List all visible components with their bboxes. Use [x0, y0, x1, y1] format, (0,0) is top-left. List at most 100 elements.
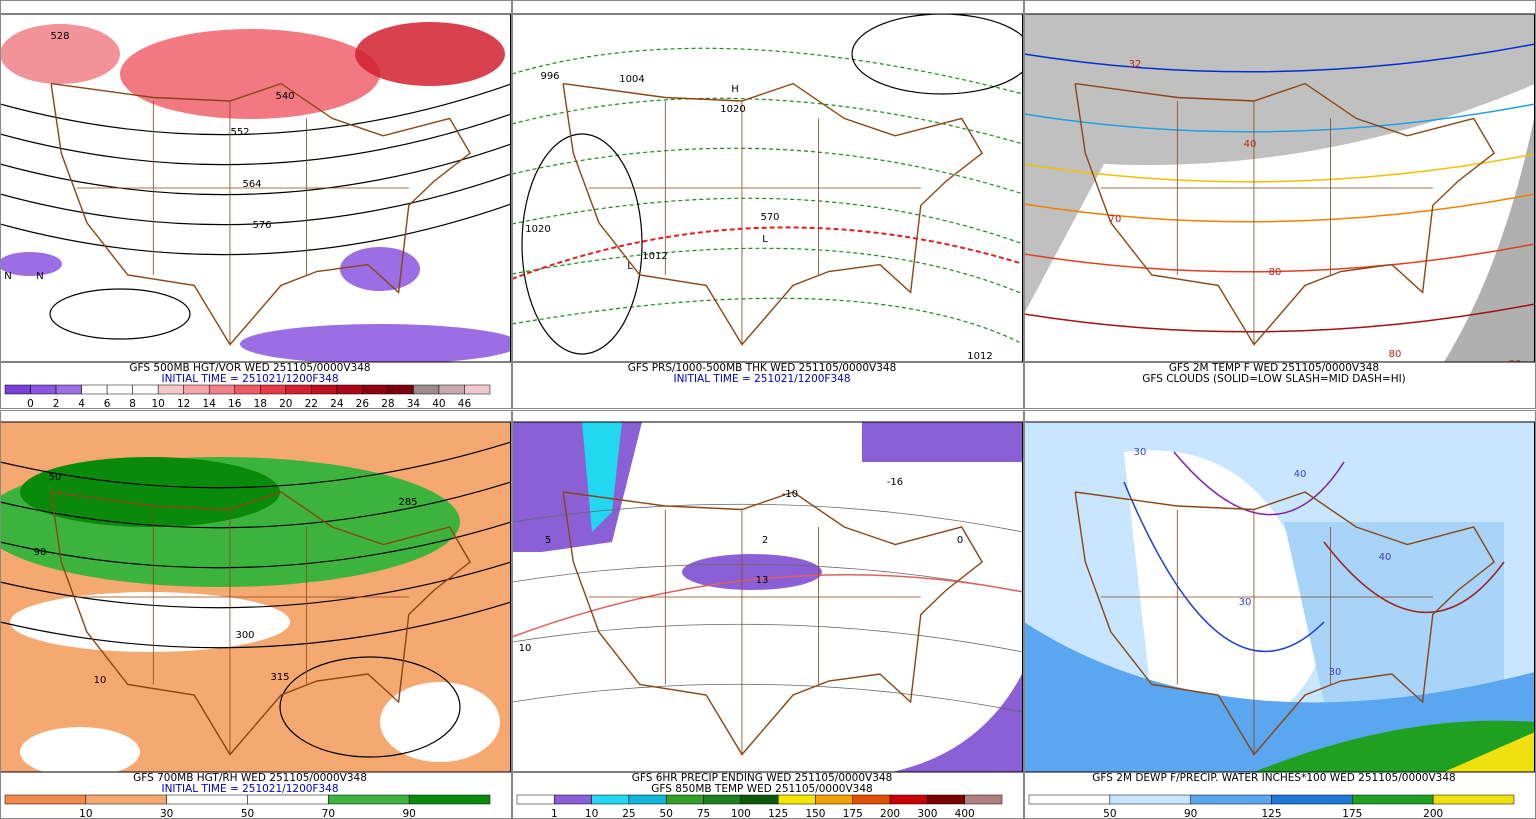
- contour-label: 80: [1389, 349, 1402, 360]
- colorbar-label: 175: [843, 808, 863, 819]
- contour: [1024, 193, 1535, 223]
- colorbar-label: 200: [880, 808, 900, 819]
- contour-label: 1012: [642, 251, 667, 262]
- colorbar-swatch: [285, 384, 312, 395]
- colorbar-label: 70: [322, 808, 335, 819]
- map-shade: [582, 422, 622, 532]
- map-layer: 32 40 70 80 80 80: [1024, 14, 1535, 362]
- colorbar-label: 200: [1423, 808, 1443, 819]
- colorbar-swatch: [964, 794, 1003, 805]
- colorbar-swatch: [777, 794, 816, 805]
- colorbar-label: 400: [955, 808, 975, 819]
- contour: [0, 481, 511, 529]
- contour-label: 1004: [619, 74, 644, 85]
- caption: GFS 2M TEMP F WED 251105/0000V348: [1169, 362, 1379, 374]
- contour: [512, 226, 1023, 280]
- colorbar-swatch: [927, 794, 965, 805]
- colorbar-swatch: [30, 384, 57, 395]
- colorbar-swatch: [157, 384, 184, 395]
- caption: GFS 700MB HGT/RH WED 251105/0000V348: [133, 772, 367, 784]
- colorbar-label: 0: [27, 398, 34, 410]
- colorbar-swatch: [1432, 794, 1515, 805]
- contour-label: 90: [34, 547, 47, 558]
- contour-label: 996: [540, 71, 559, 82]
- colorbar-label: 12: [177, 398, 190, 410]
- contour: [0, 173, 511, 226]
- contour-label: 315: [270, 672, 289, 683]
- state-borders: [1074, 491, 1496, 756]
- caption: INITIAL TIME = 251021/1200F348: [161, 373, 338, 385]
- map-shade: [892, 672, 1023, 772]
- contour-label: 5: [545, 535, 551, 546]
- colorbar-label: 100: [731, 808, 751, 819]
- contour-label: 30: [1134, 447, 1147, 458]
- colorbar-swatch: [81, 384, 108, 395]
- contour: [1173, 451, 1345, 516]
- caption: INITIAL TIME = 251021/1200F348: [673, 373, 850, 385]
- colorbar-swatch: [311, 384, 338, 395]
- contour: [0, 143, 511, 196]
- colorbar-label: 46: [458, 398, 472, 410]
- map-shade: [20, 457, 280, 527]
- contour: [0, 601, 511, 649]
- colorbar-label: 90: [402, 808, 415, 819]
- caption: GFS 6HR PRECIP ENDING WED 251105/0000V34…: [632, 772, 893, 784]
- colorbar-swatch: [4, 794, 87, 805]
- weather-panel: 30 30 40 30 40 GFS 2M DEWP F/PRECIP. WATER IN…: [1024, 421, 1535, 819]
- contour-label: 552: [230, 127, 249, 138]
- contour-label: 32: [1129, 59, 1142, 70]
- colorbar-swatch: [4, 384, 31, 395]
- colorbar-label: 8: [129, 398, 136, 410]
- contour: [1024, 43, 1535, 73]
- colorbar-swatch: [665, 794, 704, 805]
- colorbar-swatch: [106, 384, 133, 395]
- contour: [0, 203, 511, 256]
- colorbar-label: 10: [585, 808, 598, 819]
- colorbar-label: 175: [1342, 808, 1362, 819]
- contour-label: 528: [50, 31, 69, 42]
- map-shade: [1284, 522, 1504, 718]
- colorbar-swatch: [55, 384, 82, 395]
- colorbar-swatch: [234, 384, 261, 395]
- colorbar-swatch: [387, 384, 414, 395]
- contour-label: 40: [1294, 469, 1307, 480]
- colorbar-swatch: [247, 794, 329, 805]
- colorbar-swatch: [1028, 794, 1111, 805]
- caption: GFS PRS/1000-500MB THK WED 251105/0000V3…: [628, 362, 897, 374]
- contour: [512, 147, 1023, 195]
- contour-label: 1020: [720, 104, 745, 115]
- colorbar-label: 50: [1103, 808, 1116, 819]
- caption: GFS 850MB TEMP WED 251105/0000V348: [651, 783, 872, 795]
- weather-panel: 528 540 552 564 576 N N GFS 500MB HGT/VOR WED 2…: [0, 13, 511, 410]
- contour-label: -10: [782, 489, 798, 500]
- colorbar-label: 6: [104, 398, 111, 410]
- contour-label: L: [627, 261, 633, 272]
- colorbar-label: 22: [305, 398, 318, 410]
- colorbar-swatch: [132, 384, 159, 395]
- map-layer: 1020 1012 1004 996 1020 1012 H L L 570: [512, 14, 1023, 362]
- map: 528 540 552 564 576 N N: [0, 22, 511, 362]
- contour-label: 50: [49, 472, 62, 483]
- map: 1020 1012 1004 996 1020 1012 H L L 570: [512, 14, 1023, 362]
- contour: [512, 47, 1023, 95]
- colorbar-label: 30: [160, 808, 173, 819]
- contour: [512, 197, 1023, 245]
- colorbar-swatch: [260, 384, 287, 395]
- contour: [512, 683, 1023, 713]
- map: 5 0 2 13 10 -10 -16: [512, 422, 1023, 772]
- contour-label: -16: [887, 477, 903, 488]
- map-shade: [10, 592, 290, 652]
- colorbar-label: 50: [241, 808, 254, 819]
- caption: GFS 2M DEWP F/PRECIP. WATER INCHES*100 W…: [1092, 772, 1455, 784]
- contour: [512, 247, 1023, 295]
- contour: [0, 83, 511, 136]
- map-shade: [1444, 114, 1535, 362]
- colorbar-swatch: [889, 794, 928, 805]
- contour-label: 300: [235, 630, 254, 641]
- colorbar-swatch: [166, 794, 248, 805]
- map-shade: [0, 24, 120, 84]
- map-shade: [240, 324, 511, 362]
- contour-label: N: [36, 271, 43, 282]
- colorbar-swatch: [852, 794, 891, 805]
